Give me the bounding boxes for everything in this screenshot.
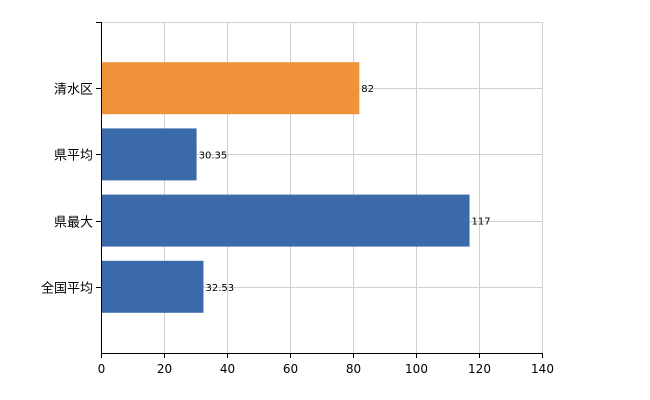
category-label: 全国平均 <box>41 281 93 297</box>
x-tick-label: 100 <box>405 362 428 376</box>
category-label: 清水区 <box>54 83 93 98</box>
x-tick-label: 0 <box>98 362 106 376</box>
category-label: 県最大 <box>54 216 93 231</box>
x-tick-label: 40 <box>220 362 235 376</box>
data-label: 32.53 <box>205 283 234 294</box>
data-label: 30.35 <box>199 150 228 161</box>
axes <box>96 22 543 358</box>
data-label: 82 <box>361 84 374 95</box>
x-tick-label: 120 <box>468 362 491 376</box>
bars <box>101 62 470 313</box>
x-tick-label: 140 <box>531 362 554 376</box>
bar <box>101 62 360 115</box>
data-label: 117 <box>472 217 491 228</box>
category-label: 県平均 <box>54 149 93 164</box>
bar <box>101 194 470 247</box>
labels: 82 30.35 117 32.53 0 20 40 60 80 100 120 140 清水区県平均県… <box>41 83 554 377</box>
x-tick-label: 60 <box>283 362 298 376</box>
bar <box>101 128 197 181</box>
x-tick-label: 20 <box>157 362 172 376</box>
x-tick-label: 80 <box>346 362 361 376</box>
bar <box>101 260 204 313</box>
